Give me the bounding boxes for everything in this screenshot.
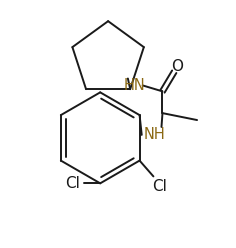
Text: Cl: Cl [65,176,80,191]
Text: O: O [171,59,183,74]
Text: Cl: Cl [152,179,167,194]
Text: NH: NH [144,127,165,142]
Text: HN: HN [124,78,146,93]
